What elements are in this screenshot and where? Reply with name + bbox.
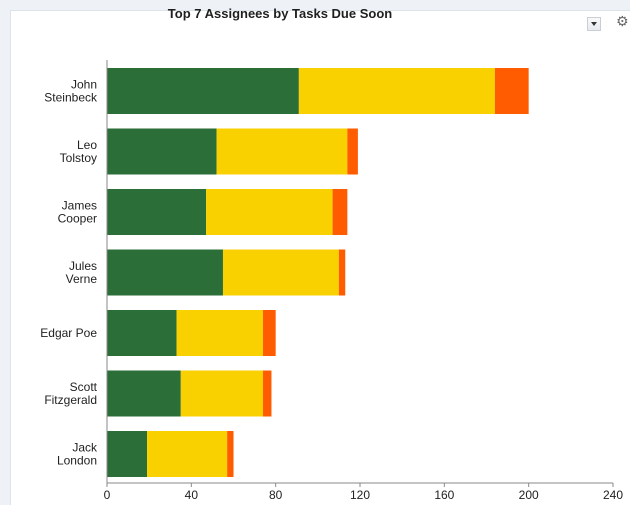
chart-title: Top 7 Assignees by Tasks Due Soon [167, 6, 393, 21]
category-label: Tolstoy [60, 151, 97, 165]
bar-segment [180, 370, 264, 417]
bar-segment [216, 128, 348, 175]
bar-segment [107, 431, 148, 477]
x-tick-label: 240 [603, 488, 623, 502]
bar-segment [107, 310, 177, 356]
category-label: Edgar Poe [40, 326, 97, 340]
category-label: James [62, 199, 97, 213]
bar-segment [494, 68, 529, 114]
bar-segment [227, 431, 234, 477]
bar-segment [176, 310, 264, 356]
bar-segment [107, 189, 207, 235]
category-label: Scott [70, 380, 98, 394]
category-label: London [57, 454, 97, 468]
bar-segment [347, 128, 358, 175]
category-label: Steinbeck [44, 91, 98, 105]
bar-segment [107, 68, 299, 114]
bar-segment [332, 189, 348, 235]
category-label: Jack [72, 441, 98, 455]
x-tick-label: 120 [350, 488, 370, 502]
x-tick-label: 160 [434, 488, 454, 502]
chart-menu-button[interactable] [587, 17, 601, 31]
bar-segment [263, 310, 276, 356]
bar-segment [107, 249, 223, 296]
category-label: Verne [66, 272, 98, 286]
bar-segment [263, 370, 272, 417]
bar-segment [147, 431, 228, 477]
category-label: John [71, 78, 97, 92]
chevron-down-icon [591, 22, 597, 26]
category-label: Leo [77, 138, 97, 152]
bar-segment [298, 68, 495, 114]
category-label: Jules [69, 259, 97, 273]
bar-segment [338, 249, 346, 296]
category-label: Fitzgerald [44, 393, 97, 407]
bar-segment [107, 128, 217, 175]
bar-segment [222, 249, 339, 296]
x-tick-label: 80 [269, 488, 283, 502]
category-label: Cooper [58, 212, 97, 226]
gear-icon[interactable]: ⚙ [616, 14, 629, 30]
bar-segment [206, 189, 333, 235]
x-tick-label: 0 [104, 488, 111, 502]
x-tick-label: 40 [185, 488, 199, 502]
bar-segment [107, 370, 181, 417]
x-tick-label: 200 [519, 488, 539, 502]
